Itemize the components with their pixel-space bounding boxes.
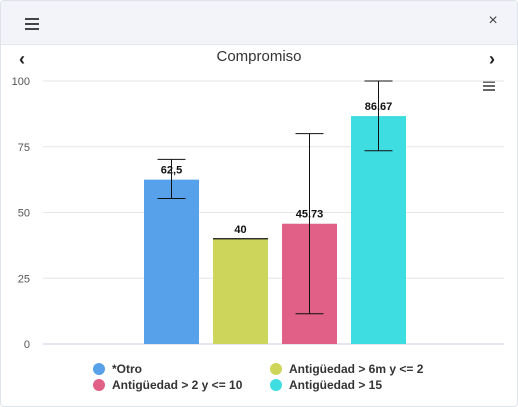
- legend-marker: [270, 363, 282, 375]
- chart-title: Compromiso: [216, 48, 302, 65]
- legend-label: *Otro: [112, 362, 142, 376]
- export-menu-icon[interactable]: [483, 81, 497, 93]
- legend-marker: [270, 379, 282, 391]
- chart-legend: *Otro Antigüedad > 6m y <= 2 Antigüedad > …: [93, 361, 453, 395]
- legend-item[interactable]: Antigüedad > 15: [270, 377, 382, 393]
- previous-chart-button[interactable]: ‹: [19, 49, 25, 69]
- legend-item[interactable]: *Otro: [93, 361, 142, 377]
- legend-label: Antigüedad > 6m y <= 2: [289, 362, 424, 376]
- y-tick-label: 50: [18, 208, 30, 220]
- legend-marker: [93, 379, 105, 391]
- legend-label: Antigüedad > 2 y <= 10: [112, 378, 243, 392]
- bar[interactable]: [213, 238, 268, 344]
- legend-label: Antigüedad > 15: [289, 378, 383, 392]
- data-label: 62,5: [161, 165, 182, 177]
- y-tick-label: 75: [18, 142, 30, 154]
- data-label: 86.67: [365, 101, 393, 113]
- y-tick-label: 100: [12, 76, 30, 88]
- close-button[interactable]: ×: [488, 12, 498, 29]
- bar[interactable]: [351, 116, 406, 345]
- next-chart-button[interactable]: ›: [489, 49, 495, 69]
- bar[interactable]: [144, 179, 199, 344]
- legend-item[interactable]: Antigüedad > 6m y <= 2: [270, 361, 423, 377]
- y-tick-label: 0: [24, 339, 30, 351]
- y-tick-label: 25: [18, 273, 30, 285]
- legend-item[interactable]: Antigüedad > 2 y <= 10: [93, 377, 242, 393]
- card-header: ×: [1, 1, 517, 45]
- data-label: 40: [234, 224, 246, 236]
- legend-marker: [93, 363, 105, 375]
- hamburger-menu-icon[interactable]: [25, 15, 43, 31]
- data-label: 45.73: [296, 209, 324, 221]
